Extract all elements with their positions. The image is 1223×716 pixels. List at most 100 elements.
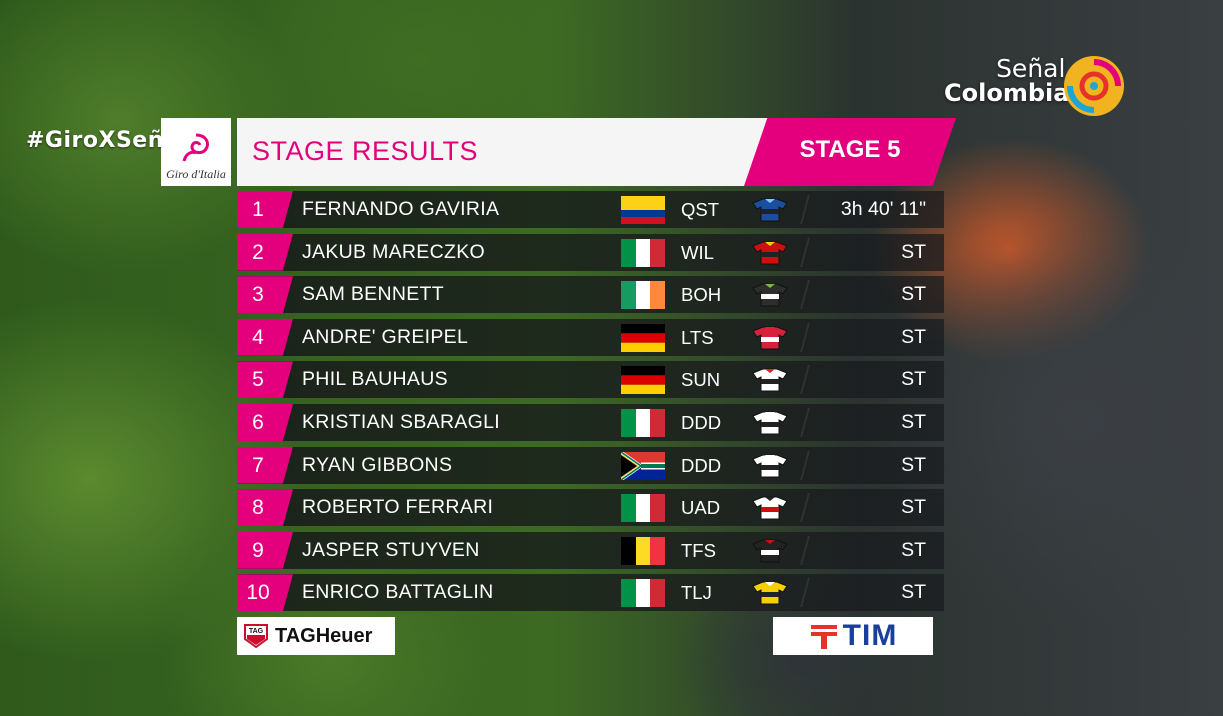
rider-time: 3h 40' 11" xyxy=(840,198,926,220)
team-code: QST xyxy=(681,199,720,220)
row-background xyxy=(237,531,944,569)
jersey-dimension-icon xyxy=(752,454,788,478)
rider-name: SAM BENNETT xyxy=(302,283,444,306)
row-background xyxy=(237,574,944,612)
rider-time: ST xyxy=(901,453,926,476)
rider-name: ROBERTO FERRARI xyxy=(302,496,494,519)
team-code: TFS xyxy=(681,539,716,561)
rider-name: FERNANDO GAVIRIA xyxy=(302,198,500,220)
rider-time: ST xyxy=(901,538,926,561)
result-row: 7 RYAN GIBBONS DDD ST xyxy=(237,446,944,484)
result-row: 3 SAM BENNETT BOH ST xyxy=(237,276,944,314)
giro-logo-text: Giro d'Italia xyxy=(166,167,226,181)
position-badge: 2 xyxy=(237,233,293,271)
channel-line1: Señal xyxy=(996,54,1066,83)
rider-name: JASPER STUYVEN xyxy=(302,538,480,561)
team-code: BOH xyxy=(681,284,722,306)
flag-germany-icon xyxy=(621,323,665,352)
position-badge: 10 xyxy=(237,574,293,612)
result-row: 6 KRISTIAN SBARAGLI DDD ST xyxy=(237,403,944,441)
jersey-lottojumbo-icon xyxy=(752,581,788,605)
flag-colombia-icon xyxy=(621,196,665,224)
tim-logo-icon xyxy=(810,625,837,649)
rider-time: ST xyxy=(901,368,926,391)
team-code: SUN xyxy=(681,369,721,391)
header-bar xyxy=(237,118,777,186)
position-badge: 6 xyxy=(237,403,293,441)
result-row: 9 JASPER STUYVEN TFS ST xyxy=(237,531,944,569)
row-background xyxy=(237,191,944,228)
flag-italy-icon xyxy=(621,579,665,608)
team-code: WIL xyxy=(681,241,714,263)
row-background xyxy=(237,446,944,484)
team-code: LTS xyxy=(681,326,714,348)
rider-name: JAKUB MARECZKO xyxy=(302,240,485,263)
jersey-trek-icon xyxy=(752,539,788,563)
results-table: 1 FERNANDO GAVIRIA QST 3h 40' 11" 2 JAKUB MAR… xyxy=(237,191,944,617)
result-row: 2 JAKUB MARECZKO WIL ST xyxy=(237,233,944,271)
result-row: 8 ROBERTO FERRARI UAD ST xyxy=(237,489,944,527)
jersey-wilier-icon xyxy=(752,241,788,265)
sponsor-tagheuer: TAG TAGHeuer xyxy=(237,617,395,655)
header-title: STAGE RESULTS xyxy=(252,136,479,166)
jersey-uae-icon xyxy=(752,496,788,520)
row-background xyxy=(237,276,944,314)
result-row: 5 PHIL BAUHAUS SUN ST xyxy=(237,361,944,399)
giro-spiral-icon xyxy=(182,133,210,162)
position-badge: 9 xyxy=(237,531,293,569)
tagheuer-badge-text: TAG xyxy=(249,628,264,635)
giro-logo: Giro d'Italia xyxy=(161,118,231,186)
senal-colombia-logo-icon xyxy=(1064,56,1124,116)
hashtag-label: #GiroXSeñal xyxy=(26,128,188,153)
rider-time: ST xyxy=(901,325,926,348)
rider-time: ST xyxy=(901,240,926,263)
flag-italy-icon xyxy=(621,238,665,267)
flag-italy-icon xyxy=(621,408,665,437)
jersey-sunweb-icon xyxy=(752,368,788,392)
result-row: 4 ANDRE' GREIPEL LTS ST xyxy=(237,318,944,356)
jersey-lotto-icon xyxy=(752,326,788,350)
jersey-bora-icon xyxy=(752,283,788,307)
rider-name: ANDRE' GREIPEL xyxy=(302,325,469,348)
jersey-quickstep-icon xyxy=(752,198,788,222)
rider-name: PHIL BAUHAUS xyxy=(302,368,448,391)
rider-time: ST xyxy=(901,410,926,433)
rider-time: ST xyxy=(901,581,926,604)
result-row: 10 ENRICO BATTAGLIN TLJ ST xyxy=(237,574,944,612)
team-code: TLJ xyxy=(681,582,712,604)
rider-time: ST xyxy=(901,283,926,306)
rider-name: KRISTIAN SBARAGLI xyxy=(302,410,500,433)
sponsor-tim: TIM xyxy=(773,617,933,655)
channel-name: Señal Colombia xyxy=(944,56,1069,105)
result-row: 1 FERNANDO GAVIRIA QST 3h 40' 11" xyxy=(237,191,944,228)
position-badge: 4 xyxy=(237,318,293,356)
row-background xyxy=(237,403,944,441)
position-badge: 7 xyxy=(237,446,293,484)
sponsor-right-label: TIM xyxy=(842,619,898,652)
position-badge: 8 xyxy=(237,489,293,527)
flag-south-africa-icon xyxy=(621,451,665,480)
rider-name: RYAN GIBBONS xyxy=(302,453,453,476)
rider-name: ENRICO BATTAGLIN xyxy=(302,581,494,604)
flag-italy-icon xyxy=(621,494,665,523)
position-badge: 1 xyxy=(237,191,293,228)
rider-time: ST xyxy=(901,496,926,519)
team-code: UAD xyxy=(681,497,721,519)
jersey-dimension-icon xyxy=(752,411,788,435)
flag-ireland-icon xyxy=(621,281,665,310)
channel-line2: Colombia xyxy=(944,79,1070,107)
row-background xyxy=(237,318,944,356)
flag-germany-icon xyxy=(621,366,665,395)
tagheuer-shield-icon: TAG xyxy=(244,624,268,649)
row-background xyxy=(237,361,944,399)
flag-belgium-icon xyxy=(621,536,665,565)
row-background xyxy=(237,489,944,527)
position-badge: 5 xyxy=(237,361,293,399)
position-badge: 3 xyxy=(237,276,293,314)
stage-badge-bg xyxy=(744,118,956,186)
row-background xyxy=(237,233,944,271)
team-code: DDD xyxy=(681,411,722,433)
stage-badge: STAGE 5 xyxy=(799,136,901,163)
sponsor-left-label: TAGHeuer xyxy=(275,624,373,647)
team-code: DDD xyxy=(681,454,722,476)
